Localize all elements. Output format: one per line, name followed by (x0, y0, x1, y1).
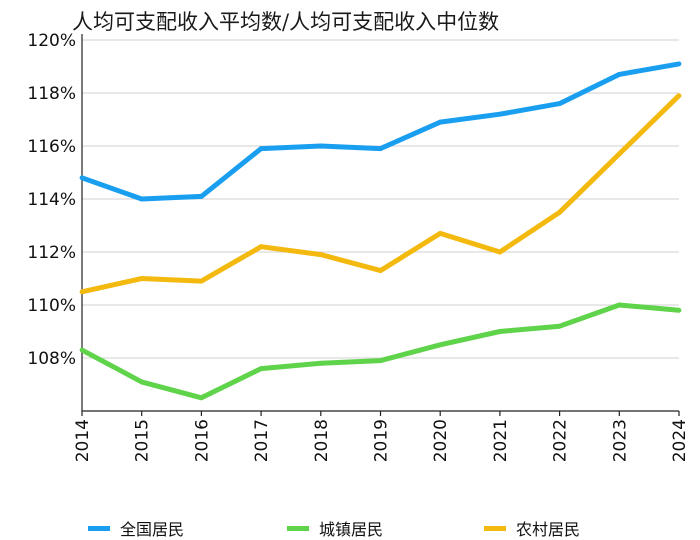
y-tick-label: 110% (27, 296, 76, 316)
data-point-2-8 (557, 209, 562, 215)
series-line-2 (81, 93, 681, 295)
data-point-1-7 (497, 329, 503, 334)
data-point-2-3 (258, 244, 264, 250)
data-point-1-10 (676, 307, 682, 313)
legend-swatch (484, 525, 506, 531)
y-tick-label: 112% (27, 243, 76, 263)
data-point-1-5 (378, 358, 383, 364)
data-point-0-10 (676, 61, 682, 67)
data-point-0-6 (437, 119, 443, 125)
x-tick-label: 2018 (312, 419, 332, 462)
series-line-1 (80, 302, 680, 401)
y-tick-label: 120% (27, 31, 76, 51)
x-tick-label: 2021 (491, 419, 511, 462)
legend-label: 城镇居民 (319, 520, 384, 539)
data-point-0-1 (139, 196, 145, 202)
data-point-1-1 (139, 379, 145, 385)
y-tick-label: 116% (27, 137, 76, 157)
data-point-2-5 (378, 268, 383, 273)
y-tick-label: 118% (27, 84, 76, 104)
data-point-0-5 (378, 146, 383, 152)
data-point-1-4 (318, 360, 324, 366)
chart-title: 人均可支配收入平均数/人均可支配收入中位数 (72, 10, 500, 34)
y-tick-label: 108% (27, 349, 76, 369)
x-tick-label: 2022 (551, 419, 571, 462)
data-point-0-3 (258, 146, 264, 152)
data-point-2-2 (199, 278, 204, 284)
x-tick-label: 2015 (133, 419, 153, 462)
y-tick-label: 114% (27, 190, 76, 210)
data-point-1-3 (258, 366, 264, 371)
data-point-0-8 (557, 101, 562, 106)
data-point-2-0 (79, 289, 85, 295)
x-tick-label: 2014 (73, 419, 93, 462)
legend-label: 农村居民 (516, 520, 581, 539)
legend-label: 全国居民 (120, 520, 185, 539)
data-point-0-7 (497, 111, 503, 117)
chart-legend: 全国居民 城镇居民 农村居民 (0, 516, 700, 540)
data-point-0-2 (199, 193, 204, 199)
legend-swatch (88, 525, 110, 531)
data-point-2-6 (437, 231, 443, 236)
data-point-0-0 (79, 175, 85, 181)
data-point-2-10 (676, 93, 682, 99)
legend-swatch (287, 525, 309, 531)
legend-item: 农村居民 (484, 516, 580, 540)
x-tick-label: 2019 (372, 419, 392, 462)
x-tick-label: 2024 (670, 419, 690, 462)
legend-item: 全国居民 (88, 516, 184, 540)
data-point-1-8 (557, 323, 562, 329)
data-point-1-2 (199, 395, 204, 401)
legend-item: 城镇居民 (287, 516, 383, 540)
data-point-2-9 (616, 151, 622, 157)
x-tick-label: 2017 (252, 419, 272, 462)
data-point-1-6 (437, 342, 443, 348)
series-line-0 (81, 61, 680, 202)
data-point-2-1 (139, 276, 145, 281)
x-tick-label: 2016 (192, 419, 212, 462)
data-point-0-4 (318, 143, 324, 149)
data-point-1-0 (79, 347, 85, 353)
data-point-2-7 (497, 249, 503, 255)
data-point-2-4 (318, 252, 324, 258)
data-point-1-9 (616, 302, 622, 308)
data-point-0-9 (616, 72, 622, 77)
x-tick-label: 2020 (431, 419, 451, 462)
x-tick-label: 2023 (610, 419, 630, 462)
